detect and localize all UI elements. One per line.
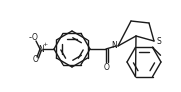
Text: O: O [33,55,39,64]
Text: S: S [157,37,161,46]
Text: O: O [104,63,110,72]
Text: N: N [111,41,117,51]
Text: N: N [39,45,44,54]
Text: +: + [42,41,48,46]
Text: -: - [28,33,31,43]
Text: O: O [32,33,38,43]
